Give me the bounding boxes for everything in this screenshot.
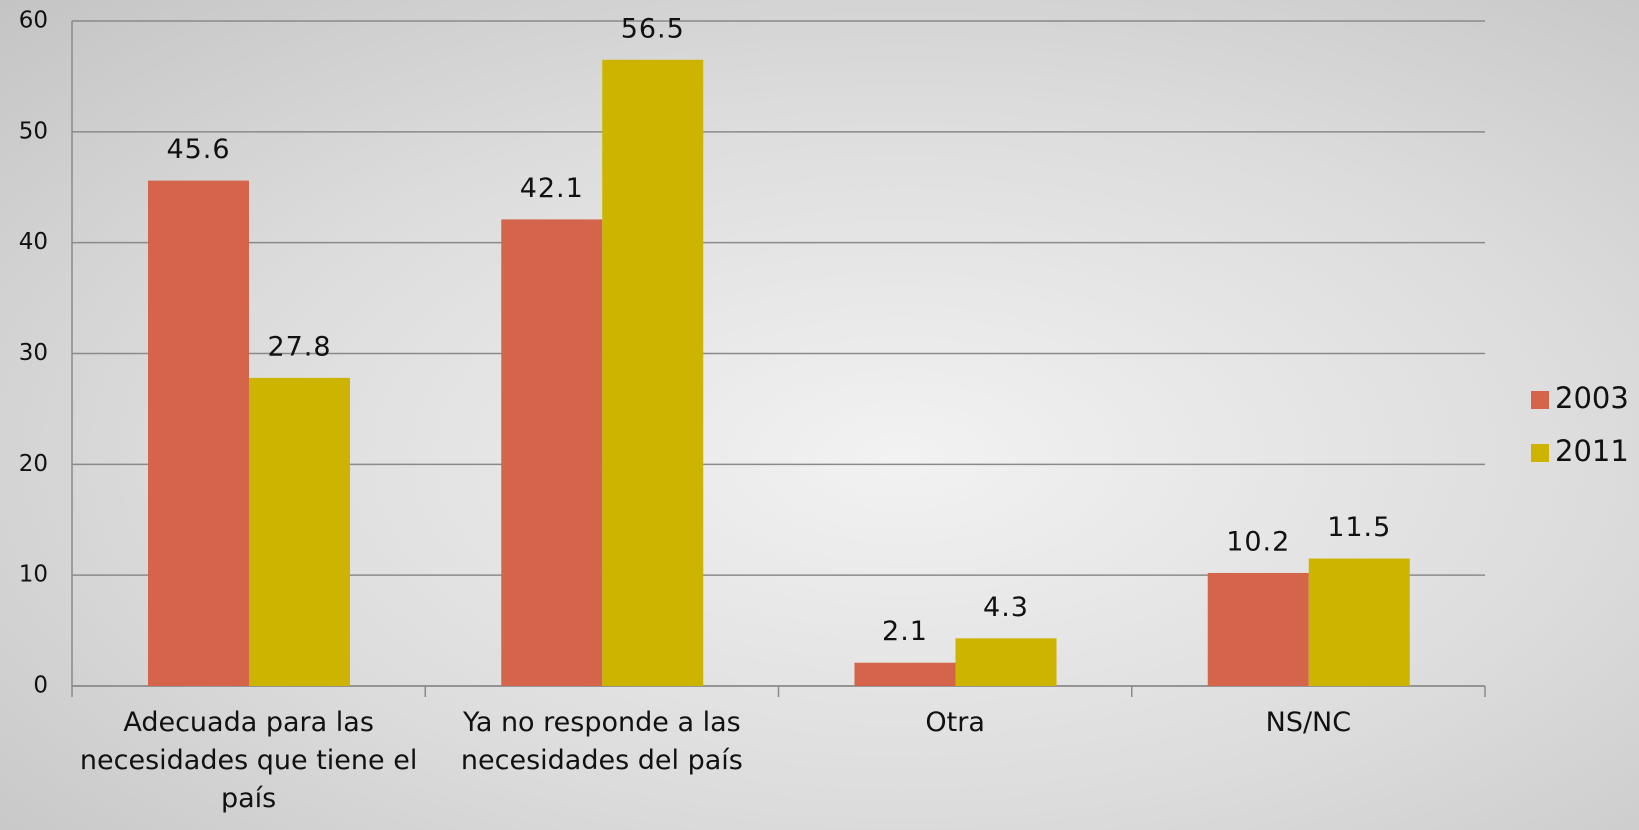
x-tick-label: Ya no responde a las necesidades del paí… (460, 707, 743, 776)
bar (955, 638, 1057, 686)
data-label: 2.1 (882, 616, 928, 647)
data-label: 27.8 (267, 331, 331, 362)
bar (854, 662, 956, 686)
x-tick-label: NS/NC (1265, 707, 1352, 738)
bar (602, 59, 704, 686)
legend-label: 2011 (1555, 434, 1629, 468)
legend-swatch (1531, 391, 1549, 409)
data-label: 45.6 (166, 134, 230, 165)
bar (148, 180, 249, 686)
legend-label: 2003 (1555, 381, 1629, 415)
data-label: 11.5 (1327, 512, 1391, 543)
y-tick-label: 30 (19, 340, 48, 366)
x-tick-label: Adecuada para las necesidades que tiene … (79, 707, 418, 814)
x-tick-label: Otra (925, 707, 985, 738)
bar (249, 377, 350, 686)
y-tick-label: 50 (19, 118, 48, 144)
y-tick-label: 60 (19, 8, 48, 34)
data-label: 4.3 (983, 592, 1029, 623)
bar (1207, 572, 1309, 686)
legend-swatch (1531, 444, 1549, 462)
data-label: 56.5 (621, 13, 685, 44)
y-tick-label: 10 (19, 562, 48, 588)
y-tick-label: 20 (19, 451, 48, 477)
y-tick-label: 0 (33, 673, 48, 699)
bar (1308, 558, 1410, 686)
y-tick-label: 40 (19, 229, 48, 255)
data-label: 10.2 (1226, 526, 1290, 557)
bar (501, 219, 603, 686)
data-label: 42.1 (520, 173, 584, 204)
